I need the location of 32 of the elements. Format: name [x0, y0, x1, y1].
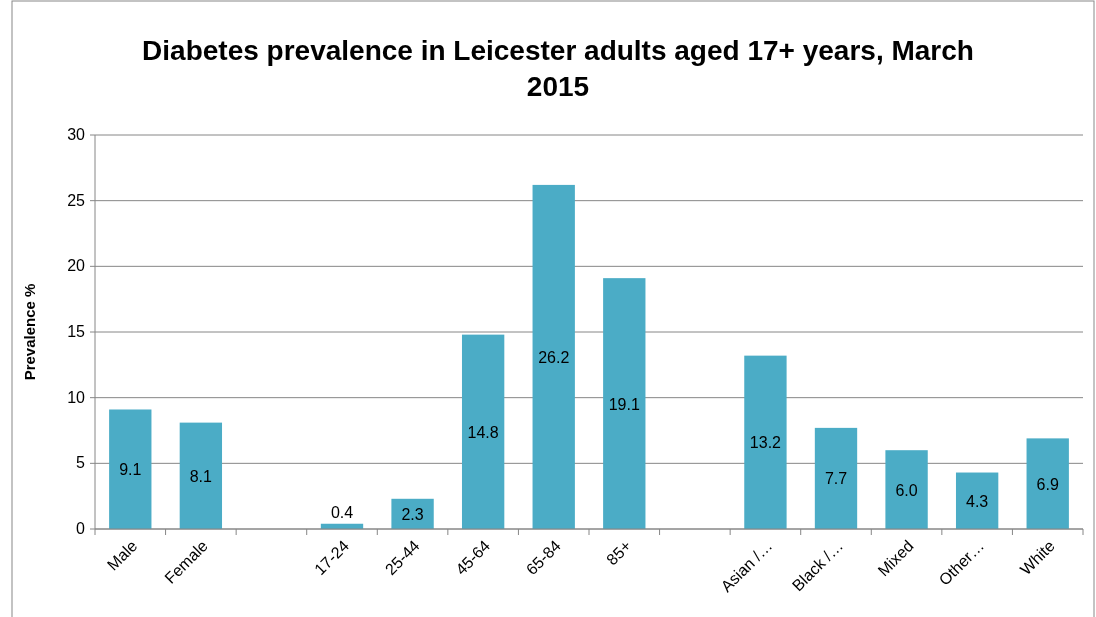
y-axis-title: Prevalence %	[21, 283, 38, 381]
bar	[603, 278, 646, 529]
x-tick-label: 85+	[603, 537, 635, 569]
bar	[955, 472, 999, 529]
data-label: 14.8	[467, 423, 499, 441]
y-tick-label: 30	[67, 126, 86, 143]
chart-title: Diabetes prevalence in Leicester adults aged 17+ years, March 2015	[142, 35, 974, 102]
bar	[179, 422, 223, 529]
data-label: 8.1	[189, 467, 213, 485]
data-label: 6.0	[895, 481, 918, 499]
y-tick-label: 20	[67, 257, 86, 275]
bar	[885, 450, 928, 529]
bar	[814, 427, 858, 529]
data-label: 19.1	[608, 395, 640, 413]
data-label: 0.4	[330, 503, 354, 521]
data-label: 7.7	[824, 470, 848, 488]
bar	[109, 409, 152, 529]
y-tick-label: 15	[67, 323, 86, 340]
y-tick-label: 0	[76, 520, 86, 537]
bar	[1026, 438, 1069, 529]
y-tick-label: 25	[67, 191, 86, 209]
y-tick-label: 5	[76, 454, 86, 472]
bar	[744, 355, 787, 529]
data-label: 2.3	[401, 505, 424, 523]
data-label: 9.1	[119, 461, 142, 479]
data-label: 4.3	[966, 492, 989, 510]
data-label: 26.2	[538, 348, 570, 366]
bar	[461, 334, 505, 529]
bar	[532, 184, 575, 529]
data-label: 13.2	[749, 434, 782, 452]
y-tick-label: 10	[67, 388, 86, 406]
data-label: 6.9	[1036, 475, 1059, 493]
